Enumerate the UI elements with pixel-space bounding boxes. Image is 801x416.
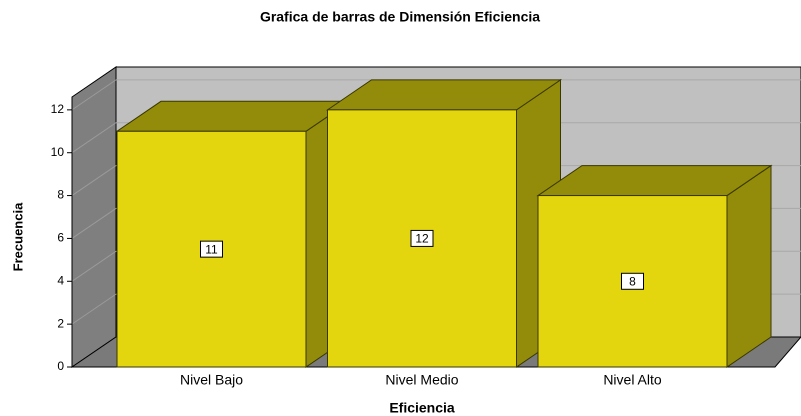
value-label: 12	[415, 232, 429, 246]
left-wall	[71, 66, 117, 368]
value-label: 11	[205, 242, 218, 256]
y-tick-label: 10	[51, 145, 65, 159]
y-tick-label: 0	[57, 359, 64, 373]
value-label: 8	[629, 274, 636, 288]
chart-title: Grafica de barras de Dimensión Eficienci…	[260, 9, 540, 25]
grid-line	[71, 79, 117, 111]
grid-line	[71, 208, 117, 239]
bar	[327, 109, 517, 368]
y-tick-label: 6	[57, 231, 64, 245]
x-tick-label: Nivel Bajo	[180, 372, 243, 388]
y-tick-label: 8	[57, 188, 64, 202]
bar-side	[726, 164, 772, 368]
x-tick-label: Nivel Alto	[603, 372, 662, 388]
value-label-box	[200, 240, 223, 258]
grid-line	[71, 250, 117, 282]
y-axis-title: Frecuencia	[10, 202, 25, 271]
x-tick-label: Nivel Medio	[385, 372, 458, 388]
value-label-box	[410, 229, 434, 247]
y-tick-label: 4	[57, 273, 64, 287]
grid-line	[71, 122, 117, 154]
y-tick-label: 12	[51, 102, 65, 116]
value-label-box	[621, 272, 644, 290]
y-tick-label: 2	[57, 316, 64, 330]
grid-line	[71, 165, 117, 196]
grid-line	[71, 293, 117, 325]
x-axis-title: Eficiencia	[389, 400, 455, 416]
